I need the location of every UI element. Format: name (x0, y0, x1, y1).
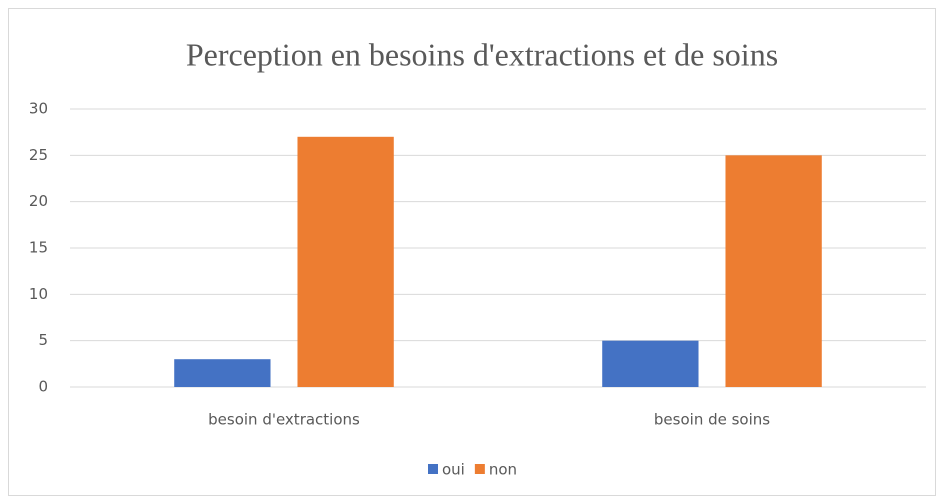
bar (725, 155, 822, 387)
y-tick-label: 30 (29, 100, 48, 118)
y-tick-label: 0 (38, 378, 48, 396)
bar (174, 359, 271, 387)
x-tick-label: besoin de soins (654, 411, 770, 429)
x-tick-label: besoin d'extractions (208, 411, 360, 429)
bar (297, 136, 394, 387)
y-tick-label: 25 (29, 146, 48, 164)
y-tick-label: 20 (29, 192, 48, 210)
chart-title: Perception en besoins d'extractions et d… (186, 36, 778, 72)
legend-label: oui (442, 461, 465, 479)
y-tick-label: 5 (38, 331, 48, 349)
y-tick-label: 10 (29, 285, 48, 303)
legend-swatch (474, 464, 485, 474)
legend-label: non (489, 461, 517, 479)
y-tick-label: 15 (29, 239, 48, 257)
legend-swatch (428, 464, 438, 474)
bar (602, 340, 699, 387)
